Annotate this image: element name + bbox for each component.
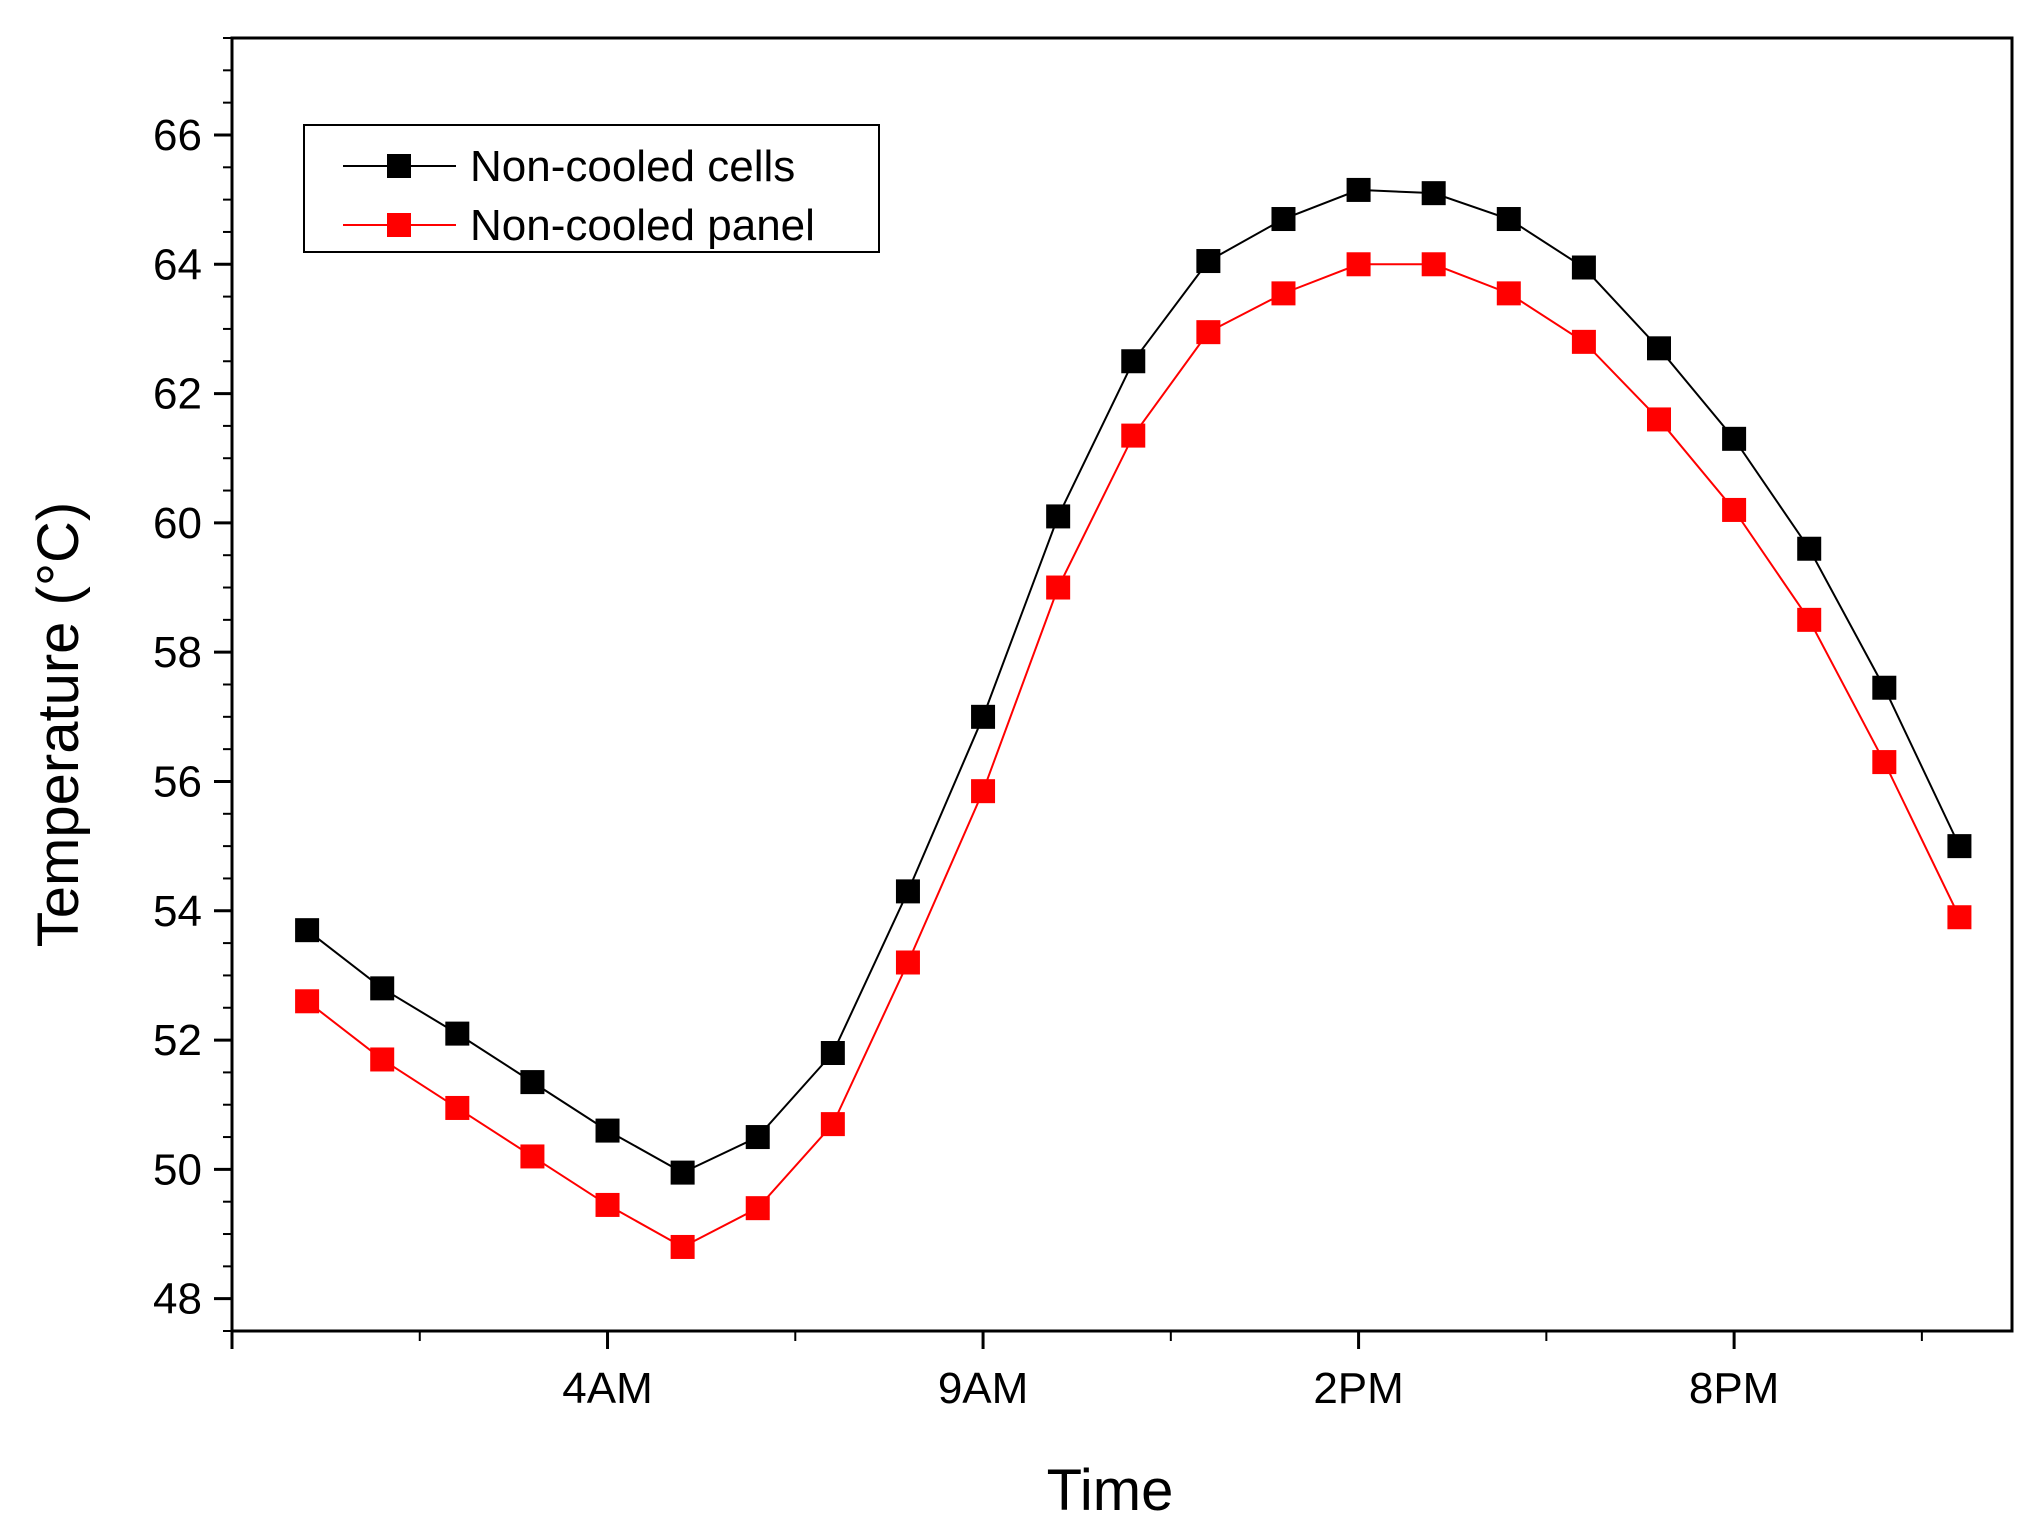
data-point-series-1 bbox=[1121, 423, 1146, 448]
data-point-series-0 bbox=[595, 1118, 620, 1143]
data-point-series-0 bbox=[820, 1041, 845, 1066]
data-point-series-1 bbox=[895, 950, 920, 975]
data-point-series-1 bbox=[670, 1234, 695, 1259]
data-point-series-0 bbox=[1872, 675, 1897, 700]
y-tick-label: 62 bbox=[153, 370, 202, 419]
data-point-series-0 bbox=[295, 918, 320, 943]
data-point-series-1 bbox=[1271, 281, 1296, 306]
data-point-series-1 bbox=[1722, 497, 1747, 522]
data-point-series-1 bbox=[1196, 320, 1221, 345]
data-point-series-0 bbox=[1947, 834, 1972, 859]
data-point-series-0 bbox=[1046, 504, 1071, 529]
data-point-series-1 bbox=[971, 779, 996, 804]
data-point-series-1 bbox=[1797, 607, 1822, 632]
y-tick-label: 58 bbox=[153, 628, 202, 677]
y-tick-label: 52 bbox=[153, 1016, 202, 1065]
y-tick-label: 54 bbox=[153, 887, 202, 936]
y-tick-label: 56 bbox=[153, 757, 202, 806]
data-point-series-1 bbox=[820, 1112, 845, 1137]
data-point-series-0 bbox=[1647, 336, 1672, 361]
data-point-series-0 bbox=[1797, 536, 1822, 561]
data-point-series-0 bbox=[971, 704, 996, 729]
series-layer bbox=[295, 177, 1972, 1259]
data-point-series-1 bbox=[295, 989, 320, 1014]
legend: Non-cooled cells Non-cooled panel bbox=[303, 124, 880, 253]
data-point-series-0 bbox=[1346, 177, 1371, 202]
y-axis-title: Temperature (°C) bbox=[26, 502, 91, 947]
y-axis-ticks: 48 50 52 54 56 58 60 62 64 66 bbox=[153, 37, 232, 1332]
data-point-series-0 bbox=[1196, 249, 1221, 274]
data-point-series-0 bbox=[1271, 207, 1296, 232]
data-point-series-0 bbox=[370, 976, 395, 1001]
data-point-series-1 bbox=[1872, 750, 1897, 775]
legend-marker-non-cooled-cells bbox=[387, 154, 411, 178]
data-point-series-0 bbox=[1121, 349, 1146, 374]
x-tick-label: 9AM bbox=[938, 1364, 1028, 1413]
data-point-series-0 bbox=[745, 1125, 770, 1150]
data-point-series-1 bbox=[1046, 575, 1071, 600]
legend-marker-non-cooled-panel bbox=[387, 213, 411, 237]
data-point-series-1 bbox=[1947, 905, 1972, 930]
x-tick-label: 4AM bbox=[562, 1364, 652, 1413]
data-point-series-1 bbox=[1421, 252, 1446, 277]
y-tick-label: 50 bbox=[153, 1145, 202, 1194]
data-point-series-1 bbox=[1647, 407, 1672, 432]
data-point-series-1 bbox=[520, 1144, 545, 1169]
data-point-series-0 bbox=[670, 1160, 695, 1185]
data-point-series-0 bbox=[1496, 207, 1521, 232]
data-point-series-0 bbox=[1722, 426, 1747, 451]
y-tick-label: 48 bbox=[153, 1275, 202, 1324]
data-point-series-1 bbox=[1496, 281, 1521, 306]
data-point-series-1 bbox=[445, 1095, 470, 1120]
data-point-series-0 bbox=[895, 879, 920, 904]
x-tick-label: 8PM bbox=[1689, 1364, 1779, 1413]
data-point-series-1 bbox=[1346, 252, 1371, 277]
x-axis-title: Time bbox=[1047, 1458, 1174, 1523]
x-tick-label: 2PM bbox=[1313, 1364, 1403, 1413]
data-point-series-0 bbox=[1571, 255, 1596, 280]
data-point-series-0 bbox=[445, 1021, 470, 1046]
legend-label-non-cooled-panel: Non-cooled panel bbox=[470, 201, 815, 250]
data-point-series-1 bbox=[370, 1047, 395, 1072]
data-point-series-1 bbox=[595, 1192, 620, 1217]
y-tick-label: 66 bbox=[153, 111, 202, 160]
data-point-series-0 bbox=[520, 1070, 545, 1095]
data-point-series-0 bbox=[1421, 181, 1446, 206]
y-tick-label: 64 bbox=[153, 240, 202, 289]
legend-label-non-cooled-cells: Non-cooled cells bbox=[470, 142, 795, 191]
x-axis-ticks: 4AM 9AM 2PM 8PM bbox=[230, 1331, 1923, 1413]
data-point-series-1 bbox=[745, 1196, 770, 1221]
y-tick-label: 60 bbox=[153, 499, 202, 548]
data-point-series-1 bbox=[1571, 329, 1596, 354]
